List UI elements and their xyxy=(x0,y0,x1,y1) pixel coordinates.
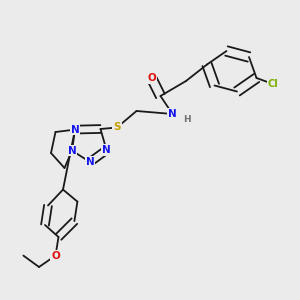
Text: N: N xyxy=(168,109,177,119)
Text: N: N xyxy=(70,124,80,135)
Text: Cl: Cl xyxy=(268,79,278,89)
Text: N: N xyxy=(68,146,76,156)
Text: H: H xyxy=(183,116,191,124)
Text: O: O xyxy=(147,73,156,83)
Text: N: N xyxy=(102,145,111,155)
Text: O: O xyxy=(51,250,60,261)
Text: S: S xyxy=(113,122,121,133)
Text: N: N xyxy=(85,157,94,167)
